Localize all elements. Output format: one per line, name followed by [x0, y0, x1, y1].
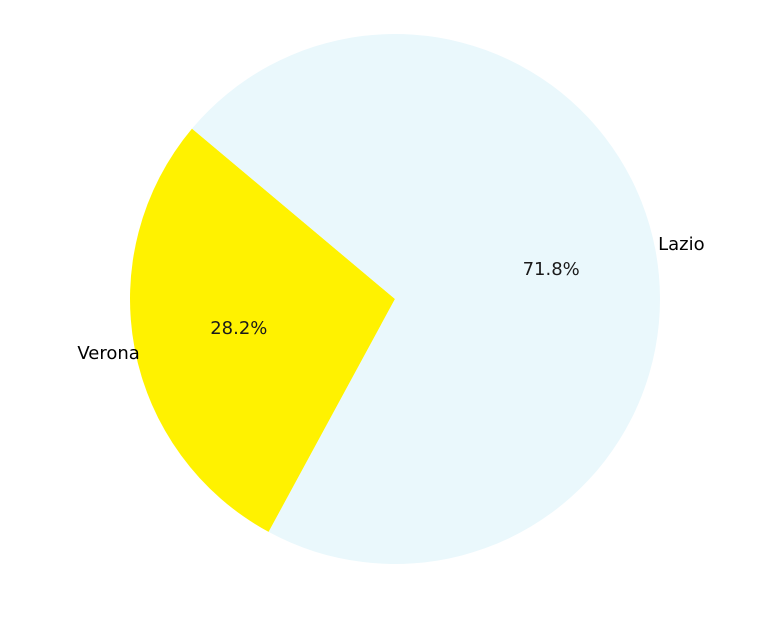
pie-slice-lazio — [192, 34, 660, 565]
pie-percent-label-lazio: 71.8% — [523, 259, 580, 280]
pie-slice-verona — [129, 128, 395, 532]
pie-labels: 28.2% Verona 71.8% Lazio — [77, 234, 704, 364]
pie-percent-label-verona: 28.2% — [210, 318, 267, 339]
pie-category-label-lazio: Lazio — [658, 234, 705, 255]
pie-slices — [129, 34, 660, 565]
pie-category-label-verona: Verona — [77, 343, 139, 364]
